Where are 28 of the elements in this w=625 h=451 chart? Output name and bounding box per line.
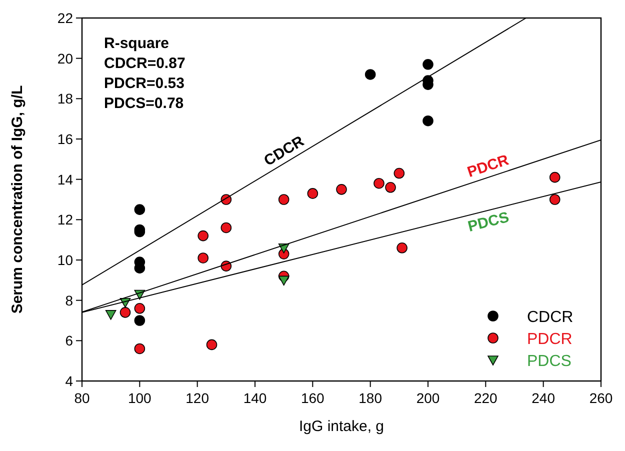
- x-tick-label: 200: [416, 390, 440, 406]
- x-tick-label: 140: [243, 390, 267, 406]
- x-tick-label: 240: [532, 390, 556, 406]
- legend-label: CDCR: [527, 309, 574, 326]
- y-tick-label: 14: [57, 171, 74, 188]
- x-tick-label: 100: [128, 390, 152, 406]
- y-tick-label: 16: [57, 131, 74, 147]
- x-axis-title: IgG intake, g: [298, 418, 384, 435]
- legend-label: PDCR: [527, 331, 572, 348]
- x-tick-label: 120: [186, 390, 210, 406]
- y-tick-label: 12: [57, 212, 74, 228]
- y-tick-label: 4: [65, 373, 74, 389]
- y-tick-label: 20: [57, 50, 74, 66]
- y-tick-label: 10: [57, 252, 74, 268]
- y-tick-label: 22: [57, 10, 74, 26]
- y-tick-label: 18: [57, 90, 74, 107]
- x-tick-label: 180: [358, 390, 382, 406]
- x-tick-label: 80: [74, 390, 90, 406]
- x-tick-label: 220: [474, 390, 498, 406]
- y-axis-title: Serum concentration of IgG, g/L: [9, 85, 26, 314]
- y-tick-label: 6: [65, 332, 74, 349]
- y-tick-label: 8: [65, 292, 74, 308]
- legend-label: PDCS: [527, 353, 572, 370]
- x-tick-label: 160: [300, 390, 325, 406]
- annotation: R-square CDCR=0.87 PDCR=0.53 PDCS=0.78: [104, 35, 186, 112]
- x-tick-label: 260: [589, 390, 613, 406]
- annotation: PDCR: [465, 152, 512, 182]
- annotation: PDCS: [466, 208, 511, 236]
